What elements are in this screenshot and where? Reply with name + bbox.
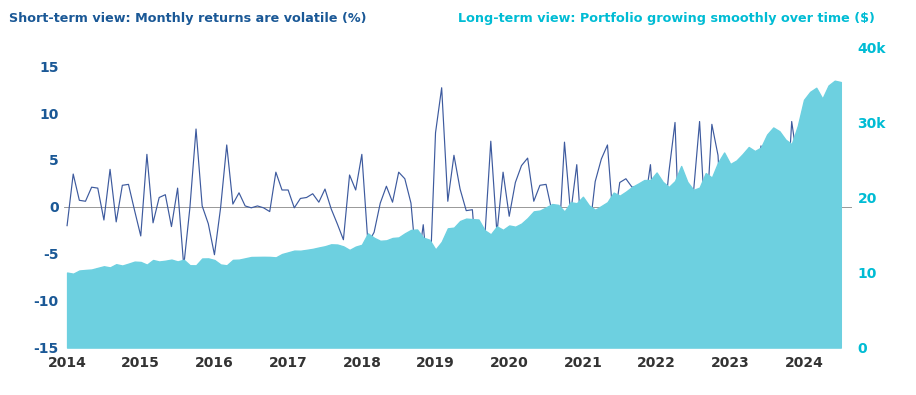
Text: Short-term view: Monthly returns are volatile (%): Short-term view: Monthly returns are vol… bbox=[9, 12, 366, 25]
Text: Long-term view: Portfolio growing smoothly over time ($): Long-term view: Portfolio growing smooth… bbox=[458, 12, 875, 25]
